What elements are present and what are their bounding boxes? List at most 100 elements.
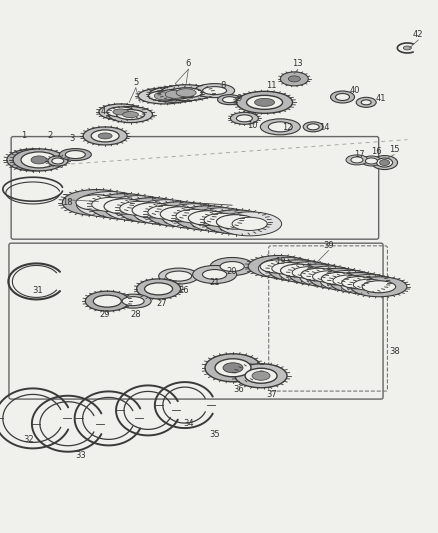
Ellipse shape [268, 260, 328, 281]
Ellipse shape [194, 84, 235, 98]
Ellipse shape [300, 266, 357, 287]
Ellipse shape [280, 72, 308, 86]
Ellipse shape [331, 91, 354, 103]
Ellipse shape [148, 91, 180, 101]
Ellipse shape [260, 260, 296, 273]
Ellipse shape [210, 257, 254, 276]
Ellipse shape [59, 149, 92, 160]
Ellipse shape [204, 210, 268, 234]
Ellipse shape [215, 359, 251, 377]
Ellipse shape [21, 152, 57, 168]
Ellipse shape [303, 122, 323, 132]
Ellipse shape [188, 211, 227, 225]
Text: 12: 12 [282, 124, 292, 132]
Ellipse shape [342, 277, 376, 289]
Ellipse shape [377, 158, 392, 167]
Ellipse shape [292, 266, 325, 278]
Ellipse shape [362, 281, 396, 293]
Ellipse shape [15, 152, 51, 168]
Ellipse shape [218, 95, 241, 104]
Ellipse shape [48, 156, 68, 166]
Ellipse shape [160, 85, 212, 101]
Ellipse shape [52, 158, 64, 164]
Ellipse shape [353, 279, 384, 290]
Ellipse shape [336, 93, 350, 101]
Ellipse shape [119, 198, 185, 223]
Ellipse shape [93, 295, 121, 307]
Ellipse shape [109, 107, 152, 123]
Ellipse shape [62, 190, 131, 215]
Ellipse shape [25, 156, 41, 164]
Ellipse shape [245, 368, 277, 383]
Ellipse shape [301, 268, 336, 281]
Text: 31: 31 [32, 286, 42, 295]
Ellipse shape [113, 109, 129, 115]
Ellipse shape [346, 155, 368, 165]
Text: 40: 40 [350, 86, 360, 95]
Text: 33: 33 [76, 451, 86, 460]
Text: 42: 42 [413, 30, 424, 39]
Ellipse shape [289, 264, 348, 285]
Text: 36: 36 [233, 385, 244, 393]
Ellipse shape [216, 215, 255, 229]
Ellipse shape [237, 115, 252, 122]
Text: 41: 41 [376, 94, 386, 103]
Ellipse shape [123, 111, 138, 118]
Text: 2: 2 [48, 132, 53, 140]
Ellipse shape [272, 263, 304, 274]
Text: 28: 28 [131, 310, 141, 319]
Ellipse shape [320, 270, 377, 291]
Ellipse shape [99, 104, 143, 120]
Ellipse shape [148, 205, 184, 219]
Ellipse shape [258, 257, 318, 279]
Ellipse shape [105, 196, 172, 221]
Text: 35: 35 [209, 430, 220, 439]
Ellipse shape [288, 76, 300, 82]
Text: 19: 19 [275, 257, 286, 265]
Ellipse shape [149, 86, 201, 102]
Text: 6: 6 [186, 60, 191, 68]
Ellipse shape [76, 195, 117, 211]
Ellipse shape [83, 127, 127, 145]
Text: 10: 10 [247, 121, 257, 130]
Text: 5: 5 [133, 78, 138, 87]
Ellipse shape [92, 197, 129, 212]
Ellipse shape [223, 96, 237, 103]
Ellipse shape [170, 88, 202, 98]
Ellipse shape [237, 91, 293, 114]
Ellipse shape [189, 208, 254, 232]
Ellipse shape [122, 297, 144, 305]
Ellipse shape [333, 275, 364, 286]
Ellipse shape [13, 149, 65, 171]
Ellipse shape [351, 157, 363, 163]
Ellipse shape [159, 90, 191, 99]
Ellipse shape [77, 191, 144, 217]
Text: 3: 3 [70, 134, 75, 143]
Text: 16: 16 [371, 148, 382, 156]
Ellipse shape [165, 90, 185, 99]
Ellipse shape [193, 265, 237, 284]
Ellipse shape [205, 354, 261, 382]
Ellipse shape [31, 156, 47, 164]
Ellipse shape [176, 209, 212, 223]
Text: 29: 29 [100, 310, 110, 319]
Ellipse shape [166, 271, 192, 281]
Ellipse shape [91, 130, 119, 142]
Text: 20: 20 [227, 268, 237, 276]
Ellipse shape [175, 206, 240, 230]
Ellipse shape [138, 88, 190, 104]
Ellipse shape [380, 159, 389, 166]
Text: 8: 8 [221, 81, 226, 90]
Ellipse shape [120, 201, 156, 215]
Ellipse shape [117, 110, 145, 119]
Ellipse shape [230, 112, 258, 124]
Ellipse shape [85, 291, 129, 311]
Text: 15: 15 [389, 145, 399, 154]
Ellipse shape [91, 193, 158, 219]
Ellipse shape [232, 217, 267, 230]
Text: 17: 17 [354, 150, 364, 159]
Ellipse shape [365, 158, 378, 164]
Text: 38: 38 [389, 348, 399, 356]
Ellipse shape [351, 277, 407, 297]
Ellipse shape [176, 88, 196, 97]
